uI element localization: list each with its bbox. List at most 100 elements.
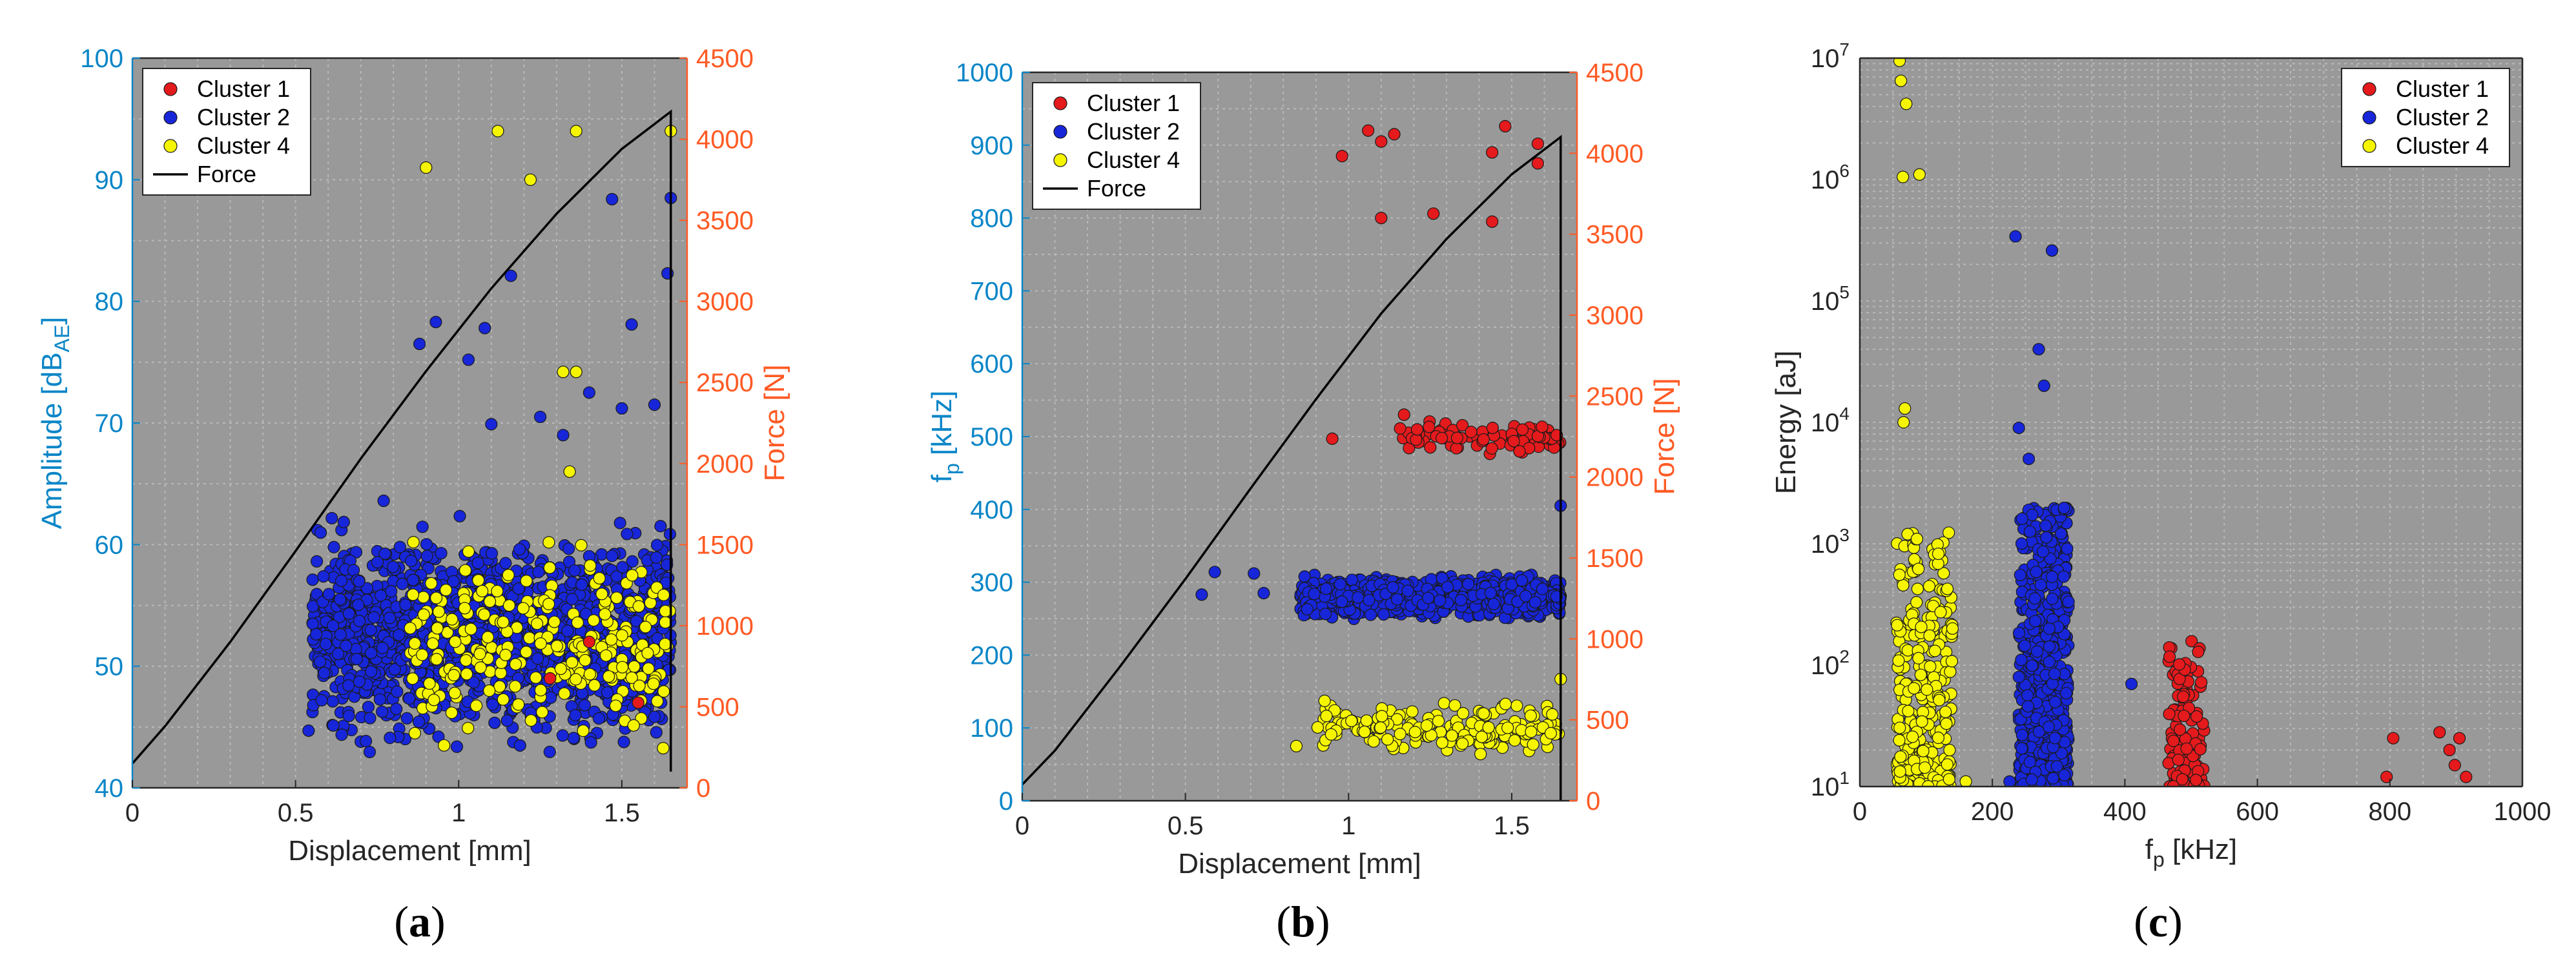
data-point-cluster4 xyxy=(1932,547,1945,561)
data-point-cluster2 xyxy=(2050,760,2063,773)
y-tick-label: 700 xyxy=(970,277,1013,305)
data-point-cluster2 xyxy=(393,628,406,641)
data-point-cluster4 xyxy=(520,646,533,659)
data-point-cluster2 xyxy=(322,588,335,601)
data-point-cluster4 xyxy=(1937,567,1950,580)
data-point-cluster4 xyxy=(459,564,472,577)
data-point-cluster4 xyxy=(473,648,486,661)
data-point-cluster4 xyxy=(1897,170,1910,183)
data-point-cluster1 xyxy=(1531,157,1544,170)
data-point-cluster1 xyxy=(2460,770,2473,783)
data-point-cluster4 xyxy=(566,656,579,669)
data-point-cluster4 xyxy=(1358,725,1371,738)
data-point-cluster1 xyxy=(2167,734,2180,747)
data-point-cluster4 xyxy=(1917,745,1930,757)
data-point-cluster4 xyxy=(483,595,497,608)
data-point-cluster2 xyxy=(650,539,664,551)
y-tick-label: 40 xyxy=(95,774,124,803)
legend-label: Cluster 4 xyxy=(1087,147,1180,173)
x-tick-label: 400 xyxy=(2103,798,2147,826)
data-point-cluster2 xyxy=(327,541,340,553)
data-point-cluster4 xyxy=(657,741,670,755)
data-point-cluster4 xyxy=(1318,694,1331,707)
panel-c-chart: 0 200 400 600 800 1000 101 102 103 104 105 106 107 fp… xyxy=(1770,39,2551,871)
data-point-cluster2 xyxy=(385,584,398,598)
data-point-cluster2 xyxy=(462,353,475,366)
data-point-cluster2 xyxy=(311,555,324,568)
data-point-cluster1 xyxy=(1450,431,1464,444)
data-point-cluster4 xyxy=(491,125,504,138)
data-point-cluster4 xyxy=(481,631,494,644)
data-point-cluster2 xyxy=(325,511,338,525)
data-point-cluster2 xyxy=(2042,720,2056,734)
data-point-cluster2 xyxy=(1529,596,1541,609)
y-tick-label: 60 xyxy=(95,531,124,559)
data-point-cluster1 xyxy=(1507,435,1520,448)
data-point-cluster2 xyxy=(467,676,480,689)
data-point-cluster4 xyxy=(464,623,477,635)
data-point-cluster4 xyxy=(1924,660,1937,673)
data-point-cluster2 xyxy=(486,698,499,711)
data-point-cluster4 xyxy=(417,591,430,604)
data-point-cluster4 xyxy=(647,677,660,690)
data-point-cluster1 xyxy=(1450,442,1463,455)
data-point-cluster4 xyxy=(408,637,421,650)
data-point-cluster2 xyxy=(453,510,466,522)
data-point-cluster2 xyxy=(2048,667,2061,681)
data-point-cluster2 xyxy=(371,556,384,569)
data-point-cluster4 xyxy=(1367,735,1380,748)
data-point-cluster4 xyxy=(534,637,547,650)
data-point-cluster2 xyxy=(2043,622,2056,635)
data-point-cluster4 xyxy=(1475,730,1489,743)
data-point-cluster2 xyxy=(2060,686,2073,699)
data-point-cluster1 xyxy=(1424,441,1437,454)
data-point-cluster4 xyxy=(1406,705,1419,718)
data-point-cluster4 xyxy=(485,641,498,654)
data-point-cluster4 xyxy=(1524,709,1537,722)
legend-label: Cluster 4 xyxy=(2396,132,2489,159)
data-point-cluster2 xyxy=(1248,567,1261,580)
data-point-cluster4 xyxy=(557,366,570,378)
data-point-cluster2 xyxy=(335,728,348,741)
legend-label: Cluster 2 xyxy=(1087,118,1180,145)
data-point-cluster2 xyxy=(566,593,579,606)
y-tick-label: 900 xyxy=(970,132,1013,160)
data-point-cluster2 xyxy=(630,615,643,628)
data-point-cluster2 xyxy=(447,575,460,588)
data-point-cluster2 xyxy=(1520,590,1532,602)
data-point-cluster4 xyxy=(1915,715,1928,728)
data-point-cluster4 xyxy=(1933,694,1946,706)
data-point-cluster2 xyxy=(353,575,366,588)
data-point-cluster2 xyxy=(403,692,416,705)
legend-marker-cluster2 xyxy=(2362,110,2376,125)
data-point-cluster4 xyxy=(1394,728,1406,741)
data-point-cluster4 xyxy=(432,605,446,618)
series-cluster2 xyxy=(2003,230,2138,787)
series-cluster1 xyxy=(1326,119,1567,460)
y2-tick-label: 0 xyxy=(696,774,710,803)
data-point-cluster2 xyxy=(375,705,389,718)
data-point-cluster2 xyxy=(485,547,499,560)
data-point-cluster2 xyxy=(2054,527,2068,540)
data-point-cluster2 xyxy=(420,538,433,551)
data-point-cluster2 xyxy=(2045,244,2059,257)
data-point-cluster1 xyxy=(2380,770,2393,783)
data-point-cluster4 xyxy=(1939,705,1952,719)
data-point-cluster2 xyxy=(2026,659,2039,672)
data-point-cluster4 xyxy=(497,615,510,628)
x-axis-label: fp [kHz] xyxy=(2145,834,2237,871)
data-point-cluster2 xyxy=(2015,742,2028,755)
data-point-cluster2 xyxy=(2058,768,2071,781)
y-axis-label: fp [kHz] xyxy=(926,391,963,482)
data-point-cluster2 xyxy=(601,686,614,699)
data-point-cluster1 xyxy=(544,672,557,685)
data-point-cluster4 xyxy=(570,366,582,378)
data-point-cluster2 xyxy=(534,410,547,424)
data-point-cluster2 xyxy=(561,624,574,637)
force-curve-line xyxy=(1022,134,1562,801)
y2-tick-label: 1500 xyxy=(1586,544,1643,573)
data-point-cluster2 xyxy=(362,701,375,714)
data-point-cluster4 xyxy=(535,706,549,719)
y-tick-label: 100 xyxy=(970,714,1013,743)
y-tick-label: 70 xyxy=(95,409,124,438)
